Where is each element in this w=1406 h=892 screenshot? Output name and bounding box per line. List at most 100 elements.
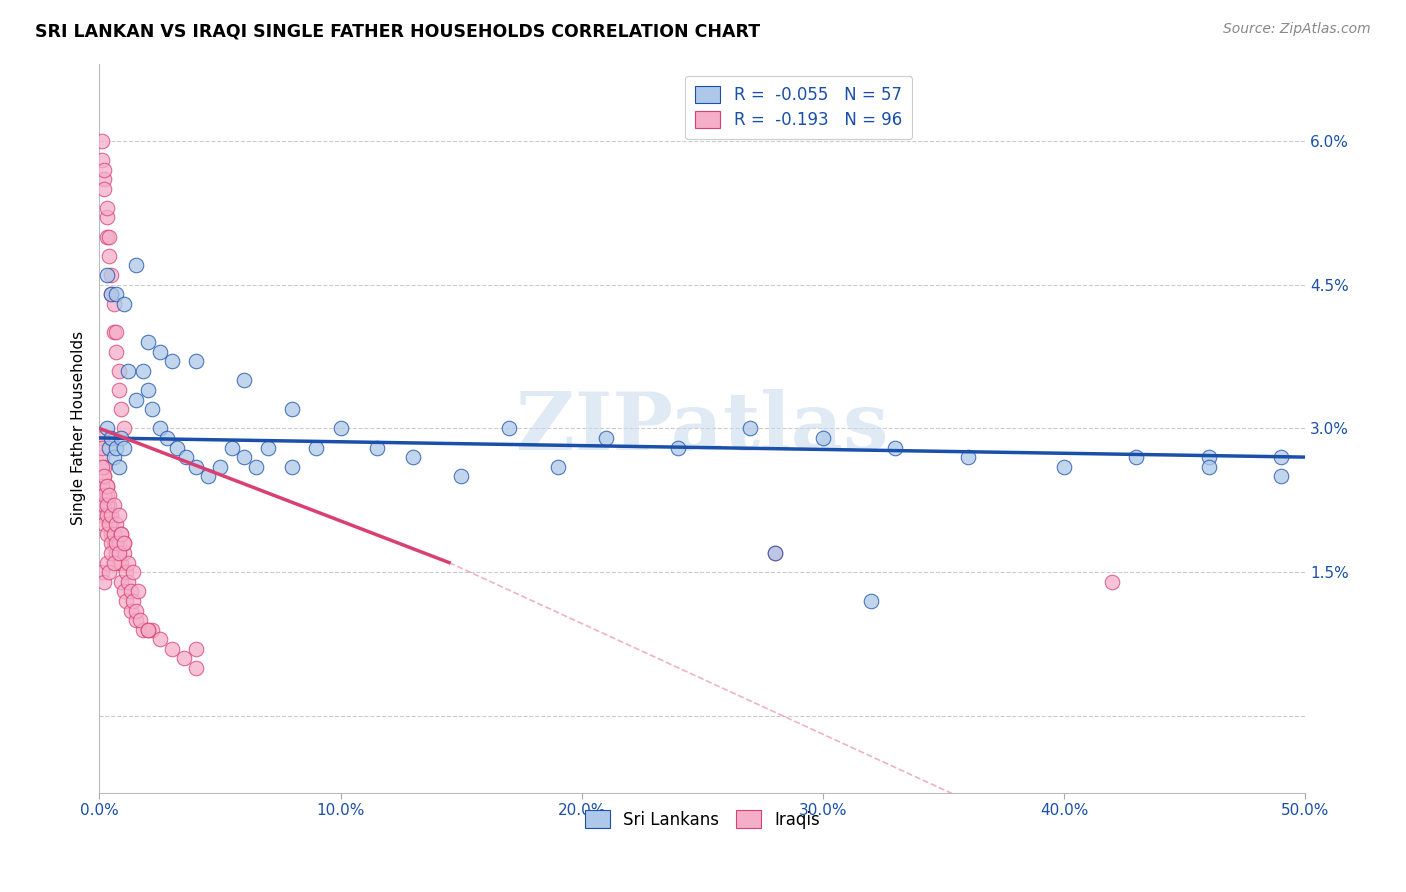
Point xyxy=(103,526,125,541)
Point xyxy=(98,498,121,512)
Point xyxy=(115,565,138,579)
Point xyxy=(98,488,121,502)
Point xyxy=(90,498,112,512)
Point xyxy=(233,450,256,464)
Point xyxy=(96,211,118,225)
Text: SRI LANKAN VS IRAQI SINGLE FATHER HOUSEHOLDS CORRELATION CHART: SRI LANKAN VS IRAQI SINGLE FATHER HOUSEH… xyxy=(35,22,761,40)
Point xyxy=(156,431,179,445)
Point xyxy=(93,574,115,589)
Point xyxy=(132,623,155,637)
Point xyxy=(450,469,472,483)
Point xyxy=(141,623,163,637)
Point xyxy=(93,498,115,512)
Point xyxy=(740,421,762,435)
Point xyxy=(112,421,135,435)
Point xyxy=(110,431,132,445)
Point xyxy=(105,546,128,560)
Point xyxy=(112,584,135,599)
Point xyxy=(141,402,163,417)
Point xyxy=(105,517,128,532)
Point xyxy=(100,287,122,301)
Point xyxy=(305,441,328,455)
Point xyxy=(93,162,115,177)
Point xyxy=(811,431,834,445)
Point xyxy=(110,556,132,570)
Y-axis label: Single Father Households: Single Father Households xyxy=(72,331,86,525)
Point xyxy=(122,594,145,608)
Point xyxy=(763,546,786,560)
Point xyxy=(1270,469,1292,483)
Point xyxy=(149,344,172,359)
Point xyxy=(124,259,146,273)
Point xyxy=(112,441,135,455)
Point xyxy=(860,594,883,608)
Point xyxy=(956,450,979,464)
Point xyxy=(1125,450,1147,464)
Point xyxy=(136,623,159,637)
Point xyxy=(105,287,128,301)
Point xyxy=(136,383,159,397)
Point xyxy=(120,603,142,617)
Point xyxy=(149,632,172,647)
Legend: Sri Lankans, Iraqis: Sri Lankans, Iraqis xyxy=(578,804,827,835)
Point xyxy=(257,441,280,455)
Point xyxy=(1101,574,1123,589)
Point xyxy=(122,565,145,579)
Text: ZIPatlas: ZIPatlas xyxy=(516,389,889,467)
Point xyxy=(103,498,125,512)
Point xyxy=(136,623,159,637)
Point xyxy=(110,402,132,417)
Point xyxy=(96,498,118,512)
Point xyxy=(110,526,132,541)
Point xyxy=(166,441,188,455)
Point xyxy=(90,153,112,167)
Point xyxy=(100,526,122,541)
Point xyxy=(93,172,115,186)
Point xyxy=(96,229,118,244)
Point xyxy=(208,459,231,474)
Point xyxy=(105,441,128,455)
Point xyxy=(112,546,135,560)
Point xyxy=(96,479,118,493)
Point xyxy=(112,536,135,550)
Point xyxy=(127,584,149,599)
Point xyxy=(98,441,121,455)
Point xyxy=(93,517,115,532)
Point xyxy=(90,479,112,493)
Point xyxy=(666,441,689,455)
Point xyxy=(498,421,520,435)
Point xyxy=(90,450,112,464)
Point xyxy=(100,508,122,522)
Point xyxy=(90,508,112,522)
Point xyxy=(184,641,207,656)
Point xyxy=(184,354,207,368)
Point xyxy=(124,392,146,407)
Point xyxy=(105,536,128,550)
Point xyxy=(184,459,207,474)
Point xyxy=(115,594,138,608)
Point xyxy=(103,297,125,311)
Point xyxy=(160,354,183,368)
Point xyxy=(221,441,243,455)
Point xyxy=(1053,459,1076,474)
Point xyxy=(93,469,115,483)
Point xyxy=(112,297,135,311)
Point xyxy=(93,488,115,502)
Point xyxy=(100,546,122,560)
Point xyxy=(120,584,142,599)
Point xyxy=(90,459,112,474)
Point xyxy=(173,651,195,665)
Point xyxy=(132,364,155,378)
Point xyxy=(103,536,125,550)
Point xyxy=(90,431,112,445)
Point xyxy=(136,334,159,349)
Point xyxy=(117,574,139,589)
Point xyxy=(98,229,121,244)
Point xyxy=(107,556,129,570)
Point xyxy=(105,344,128,359)
Point xyxy=(124,603,146,617)
Point xyxy=(110,574,132,589)
Point xyxy=(93,459,115,474)
Point xyxy=(103,450,125,464)
Point xyxy=(100,431,122,445)
